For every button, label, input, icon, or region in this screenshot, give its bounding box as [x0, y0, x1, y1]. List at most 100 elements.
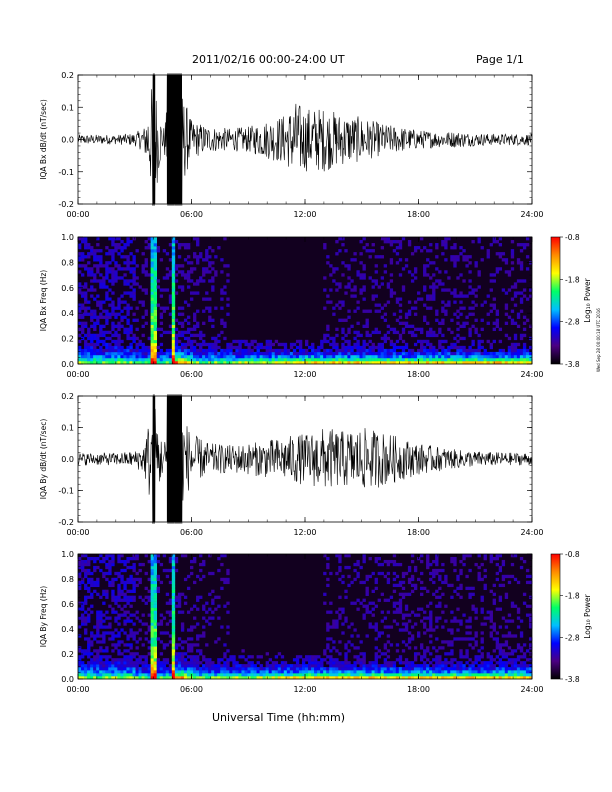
- spectrogram-cell: [153, 637, 157, 641]
- spectrogram-cell: [398, 580, 403, 585]
- spectrogram-cell: [123, 598, 127, 602]
- spectrogram-cell: [335, 649, 339, 653]
- spectrogram-cell: [332, 664, 336, 668]
- spectrogram-cell: [444, 580, 448, 585]
- spectrogram-cell: [189, 261, 194, 265]
- spectrogram-cell: [374, 282, 378, 286]
- spectrogram-cell: [516, 673, 521, 677]
- spectrogram-cell: [123, 586, 127, 591]
- spectrogram-cell: [341, 342, 345, 347]
- spectrogram-cell: [211, 267, 215, 271]
- spectrogram-cell: [359, 360, 363, 365]
- spectrogram-cell: [120, 667, 124, 671]
- spectrogram-cell: [268, 339, 273, 344]
- spectrogram-cell: [492, 556, 496, 561]
- spectrogram-cell: [78, 634, 82, 638]
- spectrogram-cell: [353, 354, 357, 359]
- spectrogram-cell: [120, 294, 124, 298]
- spectrogram-cell: [208, 315, 212, 319]
- spectrogram-cell: [404, 625, 409, 629]
- spectrogram-cell: [525, 255, 530, 259]
- spectrogram-cell: [171, 315, 176, 319]
- spectrogram-cell: [483, 583, 487, 588]
- spectrogram-cell: [247, 673, 251, 677]
- spectrogram-cell: [326, 354, 330, 359]
- spectrogram-cell: [332, 351, 336, 356]
- spectrogram-cell: [150, 279, 154, 283]
- spectrogram-cell: [277, 348, 282, 353]
- spectrogram-cell: [383, 625, 388, 629]
- spectrogram-cell: [93, 336, 97, 341]
- spectrogram-cell: [332, 661, 336, 665]
- spectrogram-cell: [105, 592, 109, 596]
- spectrogram-cell: [365, 309, 369, 313]
- spectrogram-cell: [211, 276, 215, 280]
- spectrogram-cell: [323, 333, 327, 338]
- spectrogram-cell: [298, 351, 303, 356]
- spectrogram-cell: [471, 661, 475, 665]
- spectrogram-cell: [347, 342, 351, 347]
- spectrogram-cell: [389, 661, 394, 665]
- spectrogram-cell: [450, 246, 454, 250]
- spectrogram-cell: [223, 354, 227, 359]
- spectrogram-cell: [150, 303, 154, 307]
- spectrogram-cell: [492, 664, 496, 668]
- spectrogram-cell: [199, 348, 203, 353]
- spectrogram-cell: [144, 673, 148, 677]
- spectrogram-cell: [189, 351, 194, 356]
- spectrogram-cell: [404, 357, 409, 362]
- spectrogram-cell: [380, 676, 384, 680]
- spectrogram-cell: [344, 664, 348, 668]
- spectrogram-cell: [196, 240, 200, 244]
- spectrogram-cell: [311, 670, 315, 674]
- spectrogram-cell: [235, 348, 239, 353]
- spectrogram-cell: [368, 351, 372, 356]
- spectrogram-cell: [392, 559, 397, 564]
- spectrogram-cell: [401, 571, 406, 576]
- spectrogram-cell: [353, 252, 357, 256]
- spectrogram-cell: [174, 342, 179, 347]
- spectrogram-cell: [410, 554, 415, 558]
- spectrogram-cell: [150, 348, 154, 353]
- spectrogram-cell: [277, 360, 282, 365]
- spectrogram-cell: [87, 571, 91, 576]
- spectrogram-cell: [84, 240, 88, 244]
- spectrogram-cell: [168, 312, 173, 316]
- spectrogram-cell: [141, 324, 145, 329]
- spectrogram-cell: [483, 574, 487, 579]
- spectrogram-cell: [392, 589, 397, 593]
- spectrogram-cell: [120, 577, 124, 582]
- spectrogram-cell: [450, 255, 454, 259]
- spectrogram-cell: [335, 348, 339, 353]
- spectrogram-cell: [441, 240, 445, 244]
- spectrogram-cell: [519, 354, 524, 359]
- spectrogram-cell: [374, 351, 378, 356]
- spectrogram-cell: [347, 640, 351, 644]
- spectrogram-cell: [498, 607, 503, 611]
- spectrogram-cell: [329, 348, 333, 353]
- spectrogram-cell: [426, 554, 430, 558]
- spectrogram-cell: [317, 351, 321, 356]
- spectrogram-cell: [423, 270, 427, 274]
- spectrogram-cell: [377, 571, 381, 576]
- spectrogram-cell: [380, 315, 384, 319]
- spectrogram-cell: [368, 360, 372, 365]
- spectrogram-cell: [489, 309, 493, 313]
- spectrogram-cell: [193, 625, 197, 629]
- spectrogram-cell: [99, 273, 103, 277]
- spectrogram-cell: [111, 243, 115, 247]
- spectrogram-cell: [398, 360, 403, 365]
- spectrogram-cell: [435, 589, 439, 593]
- spectrogram-cell: [423, 357, 427, 362]
- spectrogram-cell: [335, 670, 339, 674]
- spectrogram-cell: [262, 673, 266, 677]
- spectrogram-cell: [326, 667, 330, 671]
- spectrogram-cell: [389, 670, 394, 674]
- spectrogram-cell: [465, 354, 469, 359]
- spectrogram-cell: [435, 637, 439, 641]
- spectrogram-cell: [323, 554, 327, 558]
- spectrogram-cell: [492, 297, 496, 301]
- spectrogram-cell: [326, 676, 330, 680]
- spectrogram-cell: [135, 658, 139, 662]
- spectrogram-cell: [84, 297, 88, 301]
